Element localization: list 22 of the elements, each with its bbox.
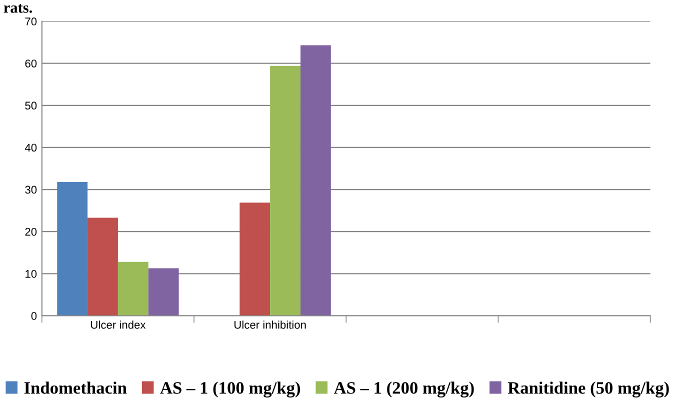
bar (240, 202, 270, 316)
bar (300, 45, 331, 316)
y-tick-label: 50 (25, 102, 37, 110)
bar (57, 182, 88, 316)
legend-label: AS – 1 (100 mg/kg) (160, 382, 300, 398)
bar (88, 218, 118, 316)
legend-label: Indomethacin (24, 382, 127, 394)
y-tick-label: 70 (25, 18, 37, 26)
bar (148, 268, 179, 316)
y-tick-label: 30 (25, 186, 37, 194)
x-tick-label: Ulcer inhibition (234, 320, 306, 329)
y-tick-label: 20 (25, 228, 37, 236)
legend-label: Ranitidine (50 mg/kg) (508, 382, 669, 398)
y-tick-label: 60 (25, 60, 37, 68)
x-tick-label: Ulcer index (91, 320, 146, 329)
y-tick-label: 40 (24, 144, 37, 152)
legend-label: AS – 1 (200 mg/kg) (334, 382, 474, 398)
text: rats. (4, 4, 32, 13)
bar (270, 66, 300, 316)
y-tick-label: 0 (31, 312, 37, 320)
y-tick-label: 10 (26, 270, 37, 278)
bar (118, 262, 148, 316)
